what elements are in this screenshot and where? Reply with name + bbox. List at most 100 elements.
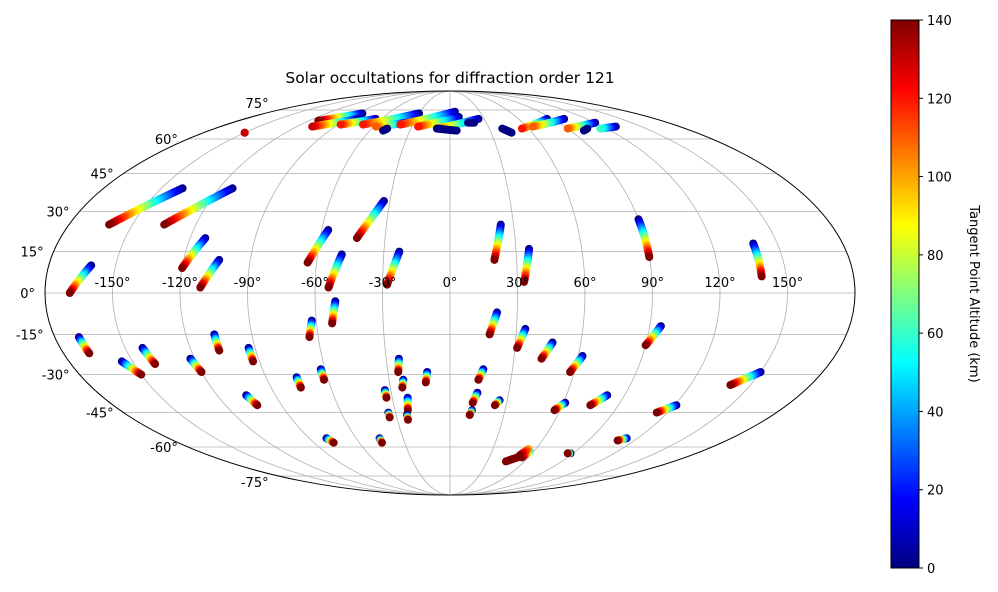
occultation-track xyxy=(316,365,328,384)
occultation-track xyxy=(375,434,386,447)
data-point xyxy=(452,126,461,135)
data-point xyxy=(379,126,388,135)
data-point xyxy=(596,124,605,133)
longitude-tick-labels: -150° -120° -90° -60° -30° 0° 30° 60° 90° 120° 150… xyxy=(94,276,803,291)
data-point xyxy=(196,283,205,292)
occultation-track xyxy=(613,434,631,445)
occultation-track xyxy=(178,234,210,273)
longitude-tick-label: 0° xyxy=(443,276,458,291)
data-point xyxy=(320,375,328,384)
colorbar: 0 20 40 60 80 100 120 140 Tangent Point Altitud… xyxy=(890,14,981,577)
occultation-track xyxy=(634,215,654,262)
data-point xyxy=(215,346,224,355)
graticule xyxy=(45,91,855,495)
data-point xyxy=(579,126,588,135)
data-point xyxy=(515,451,524,460)
occultation-track xyxy=(160,184,237,229)
data-point xyxy=(160,220,169,229)
data-point xyxy=(537,354,546,363)
occultation-track xyxy=(596,122,620,133)
data-point xyxy=(498,124,507,133)
occultation-track xyxy=(210,330,224,355)
data-point xyxy=(490,255,499,264)
data-point xyxy=(324,283,333,292)
data-point xyxy=(421,378,430,387)
data-point xyxy=(329,438,338,447)
latitude-tick-label: -30° xyxy=(42,369,70,384)
occultation-track xyxy=(244,343,258,366)
occultation-track xyxy=(398,375,408,392)
occultation-track xyxy=(328,297,340,328)
longitude-tick-label: 120° xyxy=(704,276,735,291)
data-point xyxy=(378,438,386,447)
occultation-track xyxy=(196,255,224,292)
occultation-track xyxy=(726,368,765,389)
occultation-track xyxy=(528,114,569,131)
data-point xyxy=(383,280,392,289)
colorbar-label: Tangent Point Altitude (km) xyxy=(966,204,981,382)
latitude-tick-label: 45° xyxy=(91,167,114,182)
data-point xyxy=(485,330,494,339)
data-point xyxy=(613,436,622,445)
data-point xyxy=(336,120,345,129)
data-point xyxy=(303,258,312,267)
longitude-tick-label: 30° xyxy=(506,276,529,291)
data-point xyxy=(178,264,187,273)
data-point xyxy=(517,124,526,133)
occultation-track xyxy=(105,184,187,229)
longitude-tick-label: -90° xyxy=(234,276,262,291)
data-point xyxy=(385,413,394,422)
data-point xyxy=(105,220,114,229)
data-point xyxy=(253,401,262,410)
occultation-track xyxy=(513,324,530,352)
occultation-track xyxy=(468,388,482,407)
data-point xyxy=(513,343,522,352)
longitude-tick-label: -120° xyxy=(162,276,198,291)
colorbar-tick-label: 80 xyxy=(927,249,944,264)
occultation-track xyxy=(464,118,479,127)
occultation-track xyxy=(383,247,404,289)
latitude-tick-label: -75° xyxy=(241,476,269,491)
data-point xyxy=(65,289,74,297)
data-point xyxy=(566,368,575,376)
latitude-tick-label: 30° xyxy=(46,205,69,220)
occultation-track xyxy=(474,365,488,384)
chart-title: Solar occultations for diffraction order… xyxy=(285,69,614,87)
data-point xyxy=(520,277,529,286)
longitude-tick-label: 60° xyxy=(573,276,596,291)
occultation-track xyxy=(485,308,501,339)
data-point xyxy=(308,122,317,131)
occultation-track xyxy=(186,354,206,376)
occultation-track xyxy=(520,244,533,286)
data-point xyxy=(757,272,766,281)
occultation-track xyxy=(579,124,592,135)
data-point xyxy=(382,393,391,402)
data-point xyxy=(490,401,499,410)
colorbar-tick-label: 140 xyxy=(927,14,952,29)
occultation-track xyxy=(490,220,505,264)
occultation-track xyxy=(652,401,681,417)
data-point xyxy=(240,128,249,137)
occultation-track xyxy=(396,107,459,129)
occultation-track xyxy=(421,368,432,387)
longitude-tick-label: -150° xyxy=(94,276,130,291)
data-point xyxy=(328,319,337,328)
latitude-tick-labels: 75° 60° 45° 30° 15° 0° -15° -30° -45° -60° -75° xyxy=(16,97,269,491)
colorbar-tick-label: 0 xyxy=(927,562,935,577)
data-point xyxy=(470,118,479,127)
latitude-tick-label: 0° xyxy=(20,287,35,302)
latitude-tick-label: 15° xyxy=(21,246,44,261)
occultation-track xyxy=(394,354,403,376)
data-point xyxy=(550,406,559,415)
colorbar-tick-label: 120 xyxy=(927,92,952,107)
latitude-tick-label: 75° xyxy=(246,97,269,112)
data-point xyxy=(305,333,314,342)
colorbar-gradient xyxy=(890,19,920,569)
data-point xyxy=(641,341,650,350)
data-point xyxy=(151,360,160,368)
occultation-track xyxy=(379,124,392,135)
occultation-track xyxy=(303,226,333,267)
data-point xyxy=(394,368,403,376)
data-point xyxy=(563,124,572,133)
